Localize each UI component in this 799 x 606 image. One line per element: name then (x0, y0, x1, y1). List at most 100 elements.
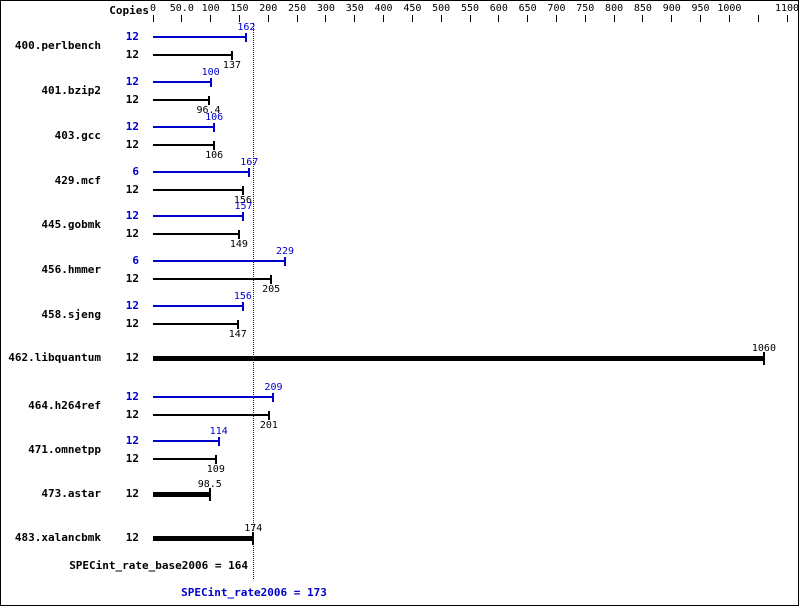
result-bar-endcap (272, 392, 275, 402)
copies-value: 12 (125, 209, 139, 222)
axis-tick-label: 950 (691, 3, 710, 14)
result-value-label: 96.4 (196, 105, 221, 116)
copies-value: 12 (125, 531, 139, 544)
axis-tick-label: 250 (288, 3, 307, 14)
axis-tick (613, 15, 615, 22)
result-bar (153, 260, 285, 262)
axis-tick (181, 15, 183, 22)
result-bar-endcap (283, 256, 286, 266)
axis-tick-label: 850 (633, 3, 652, 14)
result-bar-endcap (208, 487, 211, 501)
result-value-label: 156 (233, 195, 252, 206)
result-bar-endcap (207, 95, 210, 105)
result-bar-endcap (237, 229, 240, 239)
result-bar-endcap (213, 140, 216, 150)
result-value-label: 209 (264, 382, 283, 393)
axis-tick (498, 15, 500, 22)
result-bar (153, 323, 238, 325)
result-bar (153, 458, 216, 460)
result-bar-endcap (209, 77, 212, 87)
copies-value: 6 (132, 165, 139, 178)
result-bar (153, 535, 254, 541)
axis-tick-label: 400 (374, 3, 393, 14)
result-value-label: 98.5 (197, 479, 222, 490)
benchmark-name: 458.sjeng (41, 308, 101, 321)
result-value-label: 100 (201, 67, 220, 78)
benchmark-name: 473.astar (41, 487, 101, 500)
axis-tick-label: 550 (460, 3, 480, 14)
result-value-label: 106 (205, 112, 224, 123)
axis-tick-label: 750 (576, 3, 595, 14)
copies-value: 12 (125, 93, 139, 106)
result-value-label: 149 (229, 239, 248, 250)
result-bar-endcap (270, 274, 273, 284)
axis-tick (469, 15, 471, 22)
axis-tick (325, 15, 327, 22)
axis-tick (152, 15, 154, 22)
result-bar (153, 171, 250, 173)
copies-value: 12 (125, 317, 139, 330)
axis-tick-label: 700 (547, 3, 566, 14)
result-bar-endcap (762, 351, 765, 365)
axis-tick-label: 150 (230, 3, 249, 14)
axis-tick-label: 1000 (717, 3, 742, 14)
result-value-label: 147 (228, 329, 247, 340)
result-value-label: 167 (240, 157, 259, 168)
result-bar (153, 215, 244, 217)
result-bar (153, 305, 243, 307)
axis-tick (786, 15, 788, 22)
copies-value: 12 (125, 183, 139, 196)
result-bar (153, 414, 269, 416)
axis-tick-label: 0 (149, 3, 157, 14)
copies-value: 12 (125, 408, 139, 421)
peak-summary-label: SPECint_rate2006 = 173 (181, 586, 327, 599)
result-bar-endcap (213, 122, 216, 132)
axis-tick (555, 15, 557, 22)
copies-value: 12 (125, 272, 139, 285)
axis-tick-label: 50.0 (169, 3, 194, 14)
copies-value: 12 (125, 390, 139, 403)
result-bar (153, 396, 274, 398)
axis-tick-label: 650 (518, 3, 537, 14)
axis-tick-label: 300 (316, 3, 335, 14)
axis-tick (411, 15, 413, 22)
copies-value: 12 (125, 138, 139, 151)
axis-tick (671, 15, 673, 22)
copies-value: 12 (125, 434, 139, 447)
axis-tick-label: 100 (201, 3, 220, 14)
result-bar (153, 81, 211, 83)
copies-value: 12 (125, 487, 139, 500)
base-summary-label: SPECint_rate_base2006 = 164 (69, 559, 248, 572)
axis-tick-label: 500 (432, 3, 451, 14)
axis-tick (267, 15, 269, 22)
axis-tick (642, 15, 644, 22)
axis-tick-label: 350 (345, 3, 364, 14)
peak-reference-line (252, 23, 254, 579)
axis-tick (440, 15, 442, 22)
result-bar-endcap (214, 454, 217, 464)
axis-tick (728, 15, 730, 22)
result-bar (153, 54, 232, 56)
result-bar (153, 233, 239, 235)
copies-column-header: Copies (109, 4, 149, 17)
result-bar (153, 144, 215, 146)
result-bar (153, 355, 764, 361)
benchmark-name: 400.perlbench (14, 39, 101, 52)
axis-tick-label: 200 (259, 3, 278, 14)
benchmark-name: 483.xalancbmk (14, 531, 101, 544)
axis-tick (354, 15, 356, 22)
copies-value: 12 (125, 299, 139, 312)
benchmark-name: 464.h264ref (28, 399, 101, 412)
result-value-label: 1060 (751, 343, 776, 354)
result-value-label: 162 (237, 22, 256, 33)
result-value-label: 205 (262, 284, 281, 295)
result-value-label: 114 (209, 426, 228, 437)
axis-tick (700, 15, 702, 22)
copies-value: 12 (125, 452, 139, 465)
copies-value: 12 (125, 227, 139, 240)
copies-value: 12 (125, 48, 139, 61)
result-bar-endcap (267, 410, 270, 420)
